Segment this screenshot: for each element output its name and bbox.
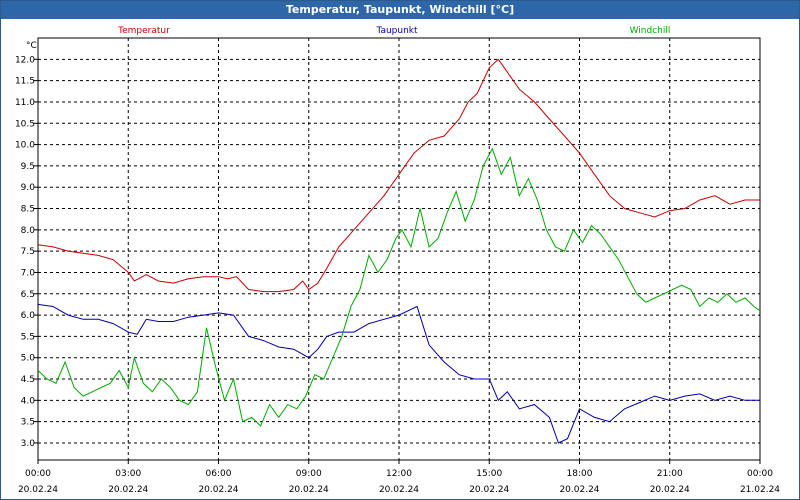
y-tick-label: 6.0 <box>21 311 36 321</box>
y-tick-label: 8.0 <box>21 226 36 236</box>
series-line-temperatur <box>37 58 760 293</box>
x-tick-time-label: 00:00 <box>25 469 51 479</box>
y-tick-label: 12.0 <box>15 55 35 65</box>
y-tick-label: 7.0 <box>21 268 36 278</box>
y-tick-label: 11.5 <box>15 77 35 87</box>
y-tick-label: 4.5 <box>21 375 35 385</box>
series-line-taupunkt <box>37 303 760 444</box>
x-tick-time-label: 00:00 <box>747 469 773 479</box>
y-tick-label: 8.5 <box>21 205 35 215</box>
chart-grid <box>38 38 760 460</box>
y-tick-label: 7.5 <box>21 247 35 257</box>
chart-series <box>37 58 761 444</box>
x-tick-time-label: 15:00 <box>476 469 502 479</box>
y-tick-label: 10.0 <box>15 141 35 151</box>
y-axis-unit-label: °C <box>26 41 37 51</box>
x-tick-date-label: 20.02.24 <box>469 485 509 495</box>
chart-legend: Temperatur Taupunkt Windchill <box>117 26 670 36</box>
legend-entry-temperatur: Temperatur <box>117 26 170 36</box>
y-tick-label: 11.0 <box>15 98 35 108</box>
x-tick-date-label: 20.02.24 <box>18 485 58 495</box>
x-axis-ticks: 00:00 20.02.24 03:00 20.02.24 06:00 20.02.24 0… <box>18 460 780 495</box>
y-tick-label: 3.5 <box>21 418 35 428</box>
series-line-windchill <box>37 147 761 427</box>
x-tick-time-label: 09:00 <box>296 469 322 479</box>
x-tick-date-label: 20.02.24 <box>108 485 148 495</box>
x-tick-time-label: 18:00 <box>567 469 593 479</box>
y-tick-label: 9.0 <box>21 183 36 193</box>
y-tick-label: 4.0 <box>21 396 36 406</box>
y-tick-label: 3.0 <box>21 439 36 449</box>
legend-entry-windchill: Windchill <box>630 26 671 36</box>
x-tick-date-label: 20.02.24 <box>289 485 329 495</box>
x-tick-time-label: 06:00 <box>206 469 232 479</box>
x-tick-time-label: 12:00 <box>386 469 412 479</box>
x-tick-date-label: 20.02.24 <box>559 485 599 495</box>
y-tick-label: 6.5 <box>21 290 35 300</box>
y-tick-label: 10.5 <box>15 119 35 129</box>
x-tick-date-label: 20.02.24 <box>198 485 238 495</box>
x-tick-date-label: 20.02.24 <box>379 485 419 495</box>
legend-entry-taupunkt: Taupunkt <box>375 26 418 36</box>
y-tick-label: 9.5 <box>21 162 35 172</box>
y-axis-ticks: 3.0 3.5 4.0 4.5 5.0 5.5 6.0 6.5 7.0 7.5 8.0 8.5 9.0 9… <box>15 55 38 449</box>
x-tick-time-label: 03:00 <box>115 469 141 479</box>
x-tick-date-label: 20.02.24 <box>650 485 690 495</box>
y-tick-label: 5.0 <box>21 354 36 364</box>
x-tick-time-label: 21:00 <box>657 469 683 479</box>
y-tick-label: 5.5 <box>21 332 35 342</box>
x-tick-date-label: 21.02.24 <box>740 485 780 495</box>
window-title: Temperatur, Taupunkt, Windchill [°C] <box>1 1 799 19</box>
